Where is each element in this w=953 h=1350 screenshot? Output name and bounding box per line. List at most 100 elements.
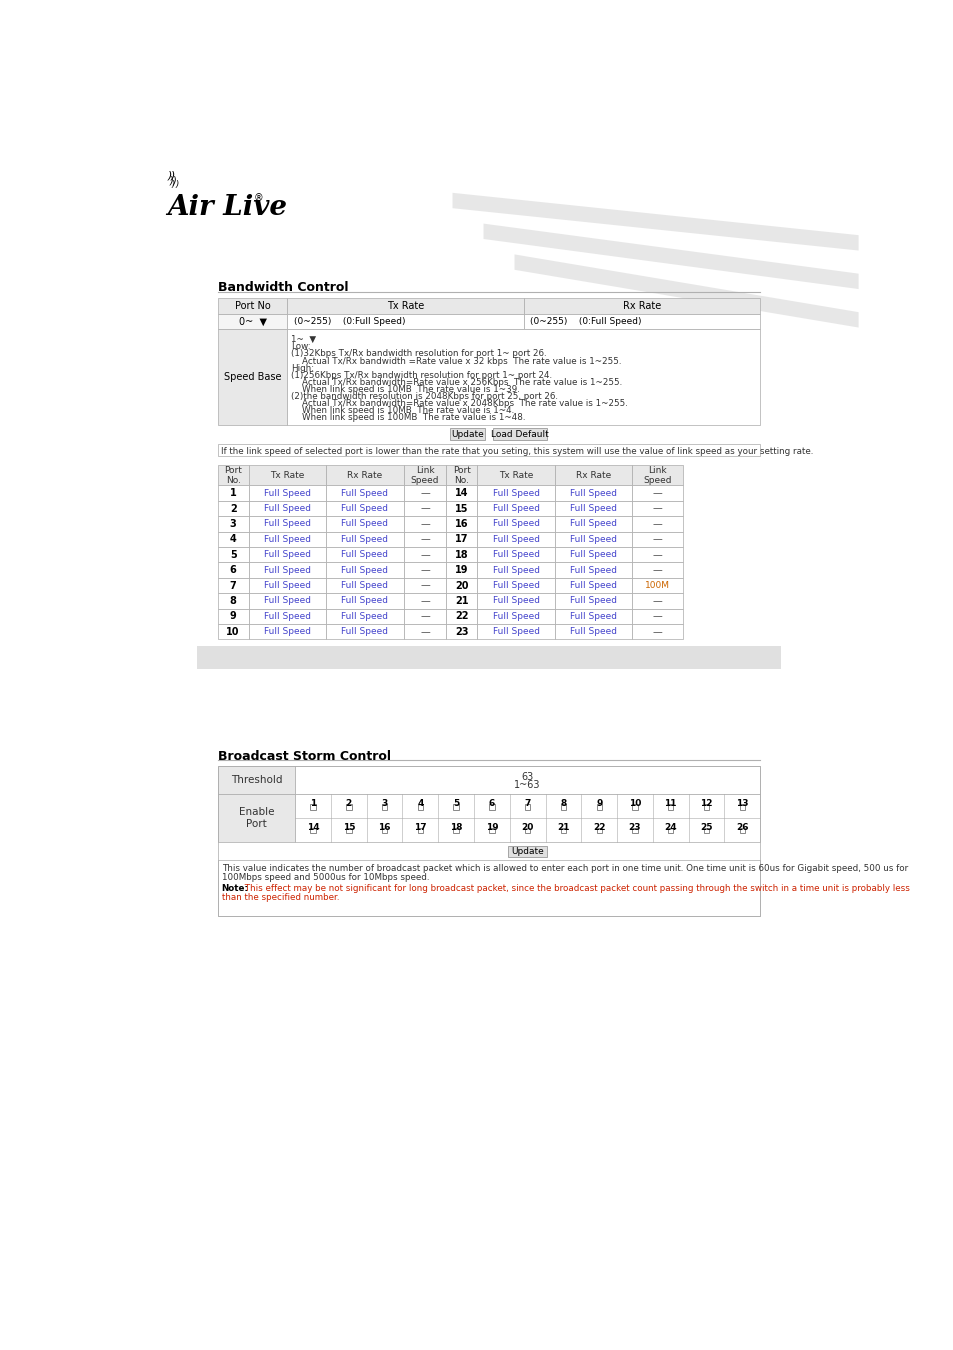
Bar bbox=[555, 501, 632, 516]
Bar bbox=[489, 805, 494, 810]
Text: Full Speed: Full Speed bbox=[570, 520, 617, 528]
Bar bbox=[476, 466, 555, 486]
Bar bbox=[739, 805, 744, 810]
Text: —: — bbox=[419, 489, 430, 498]
Text: Full Speed: Full Speed bbox=[341, 535, 388, 544]
Bar bbox=[523, 298, 760, 313]
Bar bbox=[450, 428, 484, 440]
Bar bbox=[632, 624, 682, 640]
Bar bbox=[294, 767, 760, 794]
Text: Full Speed: Full Speed bbox=[341, 551, 388, 559]
Text: 4: 4 bbox=[416, 799, 423, 807]
Text: Full Speed: Full Speed bbox=[264, 612, 311, 621]
Text: Full Speed: Full Speed bbox=[341, 628, 388, 636]
Bar bbox=[632, 532, 682, 547]
Text: 4: 4 bbox=[230, 535, 236, 544]
Bar bbox=[446, 563, 476, 578]
Text: 25: 25 bbox=[700, 822, 712, 832]
Text: 6: 6 bbox=[230, 566, 236, 575]
Bar bbox=[403, 578, 446, 593]
Text: Update: Update bbox=[451, 429, 483, 439]
Text: Speed Base: Speed Base bbox=[224, 373, 281, 382]
Bar bbox=[249, 547, 326, 563]
Bar bbox=[476, 593, 555, 609]
Bar bbox=[476, 547, 555, 563]
Text: 21: 21 bbox=[455, 595, 468, 606]
Bar bbox=[560, 828, 565, 833]
Text: —: — bbox=[652, 549, 661, 560]
Text: —: — bbox=[652, 504, 661, 513]
Polygon shape bbox=[452, 193, 858, 251]
Bar bbox=[403, 547, 446, 563]
Bar bbox=[381, 805, 387, 810]
Text: —: — bbox=[419, 535, 430, 544]
Bar bbox=[417, 828, 422, 833]
Bar bbox=[217, 501, 249, 516]
Bar bbox=[217, 578, 249, 593]
Text: 24: 24 bbox=[663, 822, 677, 832]
Text: 20: 20 bbox=[521, 822, 534, 832]
Bar bbox=[326, 486, 403, 501]
Bar bbox=[555, 563, 632, 578]
Text: Full Speed: Full Speed bbox=[341, 504, 388, 513]
Bar bbox=[403, 486, 446, 501]
Text: —: — bbox=[652, 626, 661, 637]
Bar bbox=[555, 578, 632, 593]
Bar bbox=[249, 563, 326, 578]
Bar bbox=[249, 593, 326, 609]
Text: ): ) bbox=[172, 176, 176, 185]
Bar bbox=[326, 578, 403, 593]
Polygon shape bbox=[483, 224, 858, 289]
Text: (1)256Kbps Tx/Rx bandwidth resolution for port 1~ port 24.: (1)256Kbps Tx/Rx bandwidth resolution fo… bbox=[291, 371, 552, 379]
Text: Full Speed: Full Speed bbox=[570, 489, 617, 498]
Text: —: — bbox=[419, 595, 430, 606]
Text: Full Speed: Full Speed bbox=[264, 535, 311, 544]
Bar bbox=[476, 624, 555, 640]
Text: (1)32Kbps Tx/Rx bandwidth resolution for port 1~ port 26.: (1)32Kbps Tx/Rx bandwidth resolution for… bbox=[291, 350, 546, 358]
Bar bbox=[632, 578, 682, 593]
Text: —: — bbox=[419, 549, 430, 560]
Text: ): ) bbox=[172, 180, 175, 189]
Text: 3: 3 bbox=[230, 518, 236, 529]
Bar bbox=[555, 486, 632, 501]
Bar bbox=[703, 805, 708, 810]
Text: Full Speed: Full Speed bbox=[570, 597, 617, 605]
Text: 22: 22 bbox=[455, 612, 468, 621]
Bar bbox=[217, 860, 760, 915]
Text: 63: 63 bbox=[521, 772, 534, 782]
Text: Full Speed: Full Speed bbox=[492, 551, 539, 559]
Text: 100M: 100M bbox=[644, 580, 669, 590]
Text: Full Speed: Full Speed bbox=[264, 489, 311, 498]
Bar bbox=[403, 593, 446, 609]
Text: Enable
Port: Enable Port bbox=[238, 807, 274, 829]
Bar bbox=[476, 486, 555, 501]
Text: than the specified number.: than the specified number. bbox=[221, 892, 338, 902]
Bar bbox=[446, 532, 476, 547]
Text: When link speed is 10MB  The rate value is 1~4.: When link speed is 10MB The rate value i… bbox=[291, 406, 514, 414]
Bar bbox=[446, 593, 476, 609]
Text: 7: 7 bbox=[524, 799, 530, 807]
Bar bbox=[632, 609, 682, 624]
Text: When link speed is 10MB  The rate value is 1~39.: When link speed is 10MB The rate value i… bbox=[291, 385, 519, 394]
Bar bbox=[326, 593, 403, 609]
Bar bbox=[667, 805, 673, 810]
Text: Full Speed: Full Speed bbox=[570, 551, 617, 559]
Bar bbox=[493, 428, 546, 440]
Text: —: — bbox=[419, 612, 430, 621]
Bar bbox=[287, 313, 523, 329]
Text: Tx Rate: Tx Rate bbox=[498, 471, 533, 479]
Bar bbox=[476, 563, 555, 578]
Bar bbox=[217, 313, 287, 329]
Text: (0~255)    (0:Full Speed): (0~255) (0:Full Speed) bbox=[530, 317, 640, 325]
Text: Full Speed: Full Speed bbox=[264, 597, 311, 605]
Text: 17: 17 bbox=[455, 535, 468, 544]
Text: —: — bbox=[652, 518, 661, 529]
Text: 20: 20 bbox=[455, 580, 468, 590]
Text: Actual Tx/Rx bandwidth=Rate value x 256Kbps  The rate value is 1~255.: Actual Tx/Rx bandwidth=Rate value x 256K… bbox=[291, 378, 622, 386]
Bar bbox=[326, 516, 403, 532]
Bar bbox=[217, 516, 249, 532]
Text: Full Speed: Full Speed bbox=[570, 580, 617, 590]
Bar bbox=[453, 828, 458, 833]
Bar bbox=[446, 466, 476, 486]
Bar bbox=[326, 624, 403, 640]
